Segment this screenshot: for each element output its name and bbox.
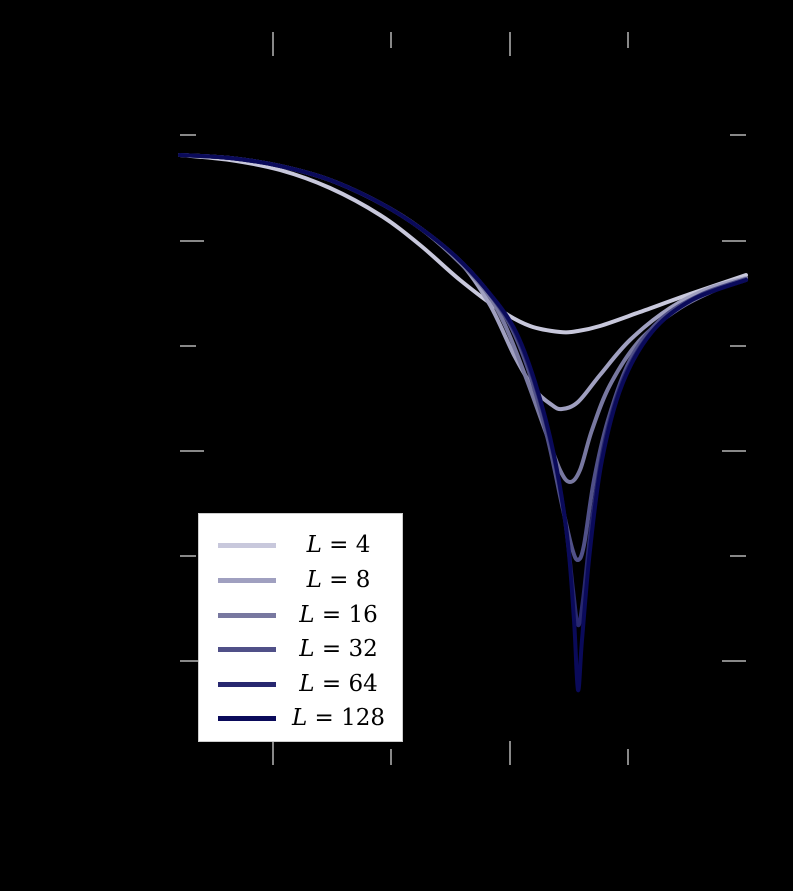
legend-entry-l64: L = 64: [199, 669, 404, 699]
legend-label-l32: L = 32: [299, 636, 378, 662]
legend-label-l8: L = 8: [306, 567, 371, 593]
series-line-4: [178, 153, 748, 335]
legend: L = 4 L = 8 L = 16 L = 32 L = 64 L = 128: [198, 513, 403, 742]
plot-series: [178, 153, 748, 693]
legend-swatch-l16: [218, 613, 276, 618]
legend-swatch-l4: [218, 543, 276, 548]
series-line-32: [178, 153, 748, 563]
legend-label-l4: L = 4: [306, 532, 371, 558]
legend-swatch-l32: [218, 647, 276, 652]
legend-entry-l128: L = 128: [199, 703, 404, 733]
legend-swatch-l8: [218, 578, 276, 583]
legend-swatch-l128: [218, 716, 276, 721]
axis-ticks: [180, 32, 746, 765]
legend-entry-l16: L = 16: [199, 600, 404, 630]
legend-entry-l32: L = 32: [199, 634, 404, 664]
legend-swatch-l64: [218, 682, 276, 687]
legend-label-l16: L = 16: [299, 602, 378, 628]
legend-entry-l4: L = 4: [199, 530, 404, 560]
legend-entry-l8: L = 8: [199, 565, 404, 595]
legend-label-l128: L = 128: [291, 705, 386, 731]
series-line-128: [178, 153, 748, 693]
legend-label-l64: L = 64: [299, 671, 378, 697]
